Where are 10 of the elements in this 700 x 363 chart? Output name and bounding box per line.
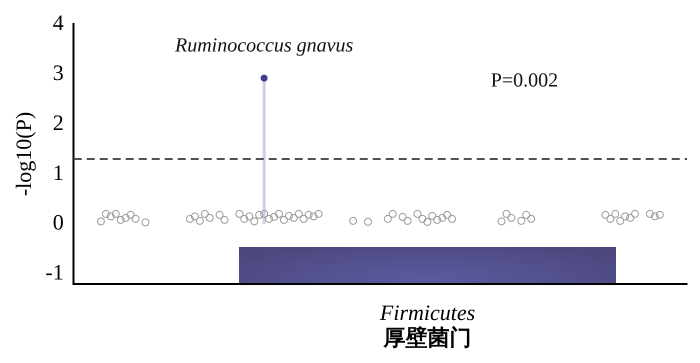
y-tick-label: 0 xyxy=(52,210,64,235)
y-tick-label: 3 xyxy=(52,60,64,85)
annotation: Ruminococcus gnavus xyxy=(174,34,354,56)
annotation: P=0.002 xyxy=(490,69,558,92)
x-axis-title: Firmicutes 厚壁菌门 xyxy=(378,300,476,352)
y-tick-label: 1 xyxy=(52,160,64,185)
y-tick-label: -1 xyxy=(45,260,64,285)
y-axis-title: -log10(P) xyxy=(10,112,36,196)
y-tick-label: 2 xyxy=(52,110,64,135)
y-tick-label: 4 xyxy=(52,10,64,35)
